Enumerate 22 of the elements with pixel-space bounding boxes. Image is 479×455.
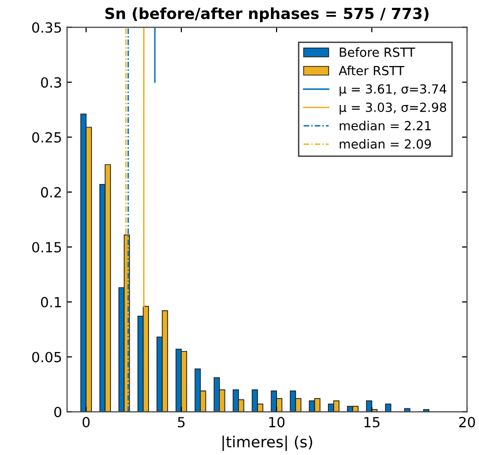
x-tick-label: 10 (269, 416, 284, 428)
legend-label: μ = 3.61, σ=3.74 (340, 84, 446, 96)
x-tick-label: 5 (178, 417, 185, 428)
chart-title: Sn (before/after nphases = 575 / 773) (105, 7, 428, 22)
x-axis-title: |timeres| (s) (222, 436, 312, 451)
x-tick-label: 15 (364, 417, 380, 428)
y-tick-label: 0 (54, 406, 62, 418)
legend-label: μ = 3.03, σ=2.98 (340, 102, 446, 114)
x-tick-label: 20 (459, 416, 475, 428)
x-tick-label: 0 (82, 416, 90, 428)
y-tick-label: 0.25 (32, 132, 61, 143)
legend-label: median = 2.21 (340, 120, 431, 130)
bar (385, 404, 392, 412)
y-tick-label: 0.05 (32, 352, 61, 362)
y-tick-label: 0.35 (32, 22, 61, 33)
legend-label: After RSTT (338, 66, 404, 76)
y-tick-label: 0.15 (32, 242, 61, 252)
legend-label: Before RSTT (340, 47, 416, 57)
y-tick-label: 0.2 (41, 187, 61, 198)
y-tick-label: 0.3 (41, 77, 62, 88)
y-tick-label: 0.1 (41, 296, 61, 308)
legend-label: median = 2.09 (340, 139, 431, 149)
